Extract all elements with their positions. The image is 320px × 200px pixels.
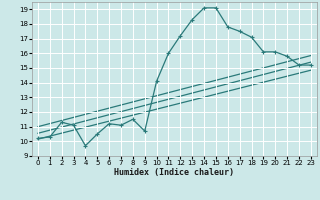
X-axis label: Humidex (Indice chaleur): Humidex (Indice chaleur) xyxy=(115,168,234,177)
